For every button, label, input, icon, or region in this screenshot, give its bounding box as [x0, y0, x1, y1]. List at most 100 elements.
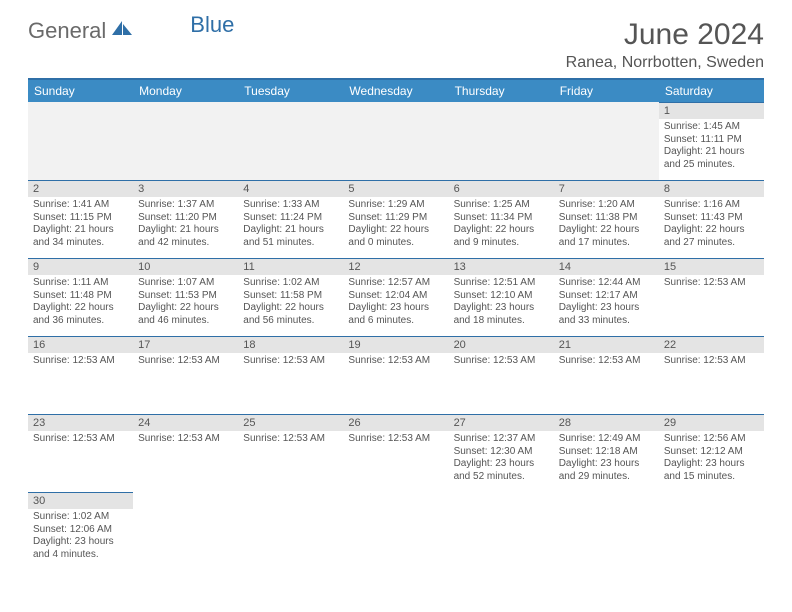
calendar-cell: [343, 102, 448, 180]
day-number: 24: [133, 414, 238, 431]
day-line: Daylight: 21 hours: [138, 224, 233, 237]
day-number: 4: [238, 180, 343, 197]
day-line: Daylight: 23 hours: [559, 458, 654, 471]
day-line: and 46 minutes.: [138, 315, 233, 328]
day-number: 23: [28, 414, 133, 431]
day-number: 25: [238, 414, 343, 431]
day-line: and 18 minutes.: [454, 315, 549, 328]
day-line: and 27 minutes.: [664, 237, 759, 250]
calendar-cell: [133, 102, 238, 180]
day-number: 5: [343, 180, 448, 197]
day-line: Sunrise: 1:16 AM: [664, 199, 759, 212]
day-details: Sunrise: 1:33 AMSunset: 11:24 PMDaylight…: [238, 197, 343, 251]
weekday-sat: Saturday: [659, 80, 764, 102]
day-line: Daylight: 21 hours: [243, 224, 338, 237]
calendar-cell: 17Sunrise: 12:53 AM: [133, 336, 238, 414]
day-details: Sunrise: 1:41 AMSunset: 11:15 PMDaylight…: [28, 197, 133, 251]
day-details: Sunrise: 1:20 AMSunset: 11:38 PMDaylight…: [554, 197, 659, 251]
day-line: Sunset: 12:17 AM: [559, 290, 654, 303]
day-line: and 15 minutes.: [664, 471, 759, 484]
day-details: Sunrise: 1:37 AMSunset: 11:20 PMDaylight…: [133, 197, 238, 251]
day-line: Sunrise: 1:37 AM: [138, 199, 233, 212]
calendar-cell: 4Sunrise: 1:33 AMSunset: 11:24 PMDayligh…: [238, 180, 343, 258]
day-details: Sunrise: 12:53 AM: [343, 353, 448, 370]
calendar-row: 2Sunrise: 1:41 AMSunset: 11:15 PMDayligh…: [28, 180, 764, 258]
day-details: Sunrise: 1:02 AMSunset: 11:58 PMDaylight…: [238, 275, 343, 329]
day-line: Sunset: 12:18 AM: [559, 446, 654, 459]
day-line: Sunset: 11:53 PM: [138, 290, 233, 303]
day-line: Sunset: 12:04 AM: [348, 290, 443, 303]
day-line: Sunrise: 12:53 AM: [664, 355, 759, 368]
day-line: Daylight: 22 hours: [559, 224, 654, 237]
day-line: Daylight: 21 hours: [33, 224, 128, 237]
day-line: Sunrise: 1:02 AM: [33, 511, 128, 524]
calendar-cell: 7Sunrise: 1:20 AMSunset: 11:38 PMDayligh…: [554, 180, 659, 258]
day-details: Sunrise: 12:49 AMSunset: 12:18 AMDayligh…: [554, 431, 659, 485]
logo-sail-icon: [110, 19, 134, 44]
day-line: Sunset: 11:58 PM: [243, 290, 338, 303]
calendar-cell: [238, 102, 343, 180]
page-subtitle: Ranea, Norrbotten, Sweden: [566, 54, 764, 72]
day-number: 30: [28, 492, 133, 509]
day-line: Sunrise: 12:53 AM: [348, 433, 443, 446]
calendar-cell: 16Sunrise: 12:53 AM: [28, 336, 133, 414]
logo-text-blue: Blue: [190, 12, 234, 38]
day-line: Sunrise: 1:29 AM: [348, 199, 443, 212]
day-number: 12: [343, 258, 448, 275]
calendar-row: 1Sunrise: 1:45 AMSunset: 11:11 PMDayligh…: [28, 102, 764, 180]
day-number: 14: [554, 258, 659, 275]
calendar-cell: 30Sunrise: 1:02 AMSunset: 12:06 AMDaylig…: [28, 492, 133, 570]
day-details: Sunrise: 1:45 AMSunset: 11:11 PMDaylight…: [659, 119, 764, 173]
day-line: Sunset: 11:34 PM: [454, 212, 549, 225]
day-line: Sunrise: 12:53 AM: [664, 277, 759, 290]
calendar-row: 30Sunrise: 1:02 AMSunset: 12:06 AMDaylig…: [28, 492, 764, 570]
calendar-cell: 8Sunrise: 1:16 AMSunset: 11:43 PMDayligh…: [659, 180, 764, 258]
day-line: and 17 minutes.: [559, 237, 654, 250]
day-line: Sunrise: 12:44 AM: [559, 277, 654, 290]
day-number: 3: [133, 180, 238, 197]
calendar-cell: 11Sunrise: 1:02 AMSunset: 11:58 PMDaylig…: [238, 258, 343, 336]
calendar-cell: 10Sunrise: 1:07 AMSunset: 11:53 PMDaylig…: [133, 258, 238, 336]
day-line: Sunrise: 1:20 AM: [559, 199, 654, 212]
day-number: 7: [554, 180, 659, 197]
day-line: Sunset: 11:38 PM: [559, 212, 654, 225]
day-line: and 51 minutes.: [243, 237, 338, 250]
day-number: 6: [449, 180, 554, 197]
weekday-thu: Thursday: [449, 80, 554, 102]
day-line: Daylight: 22 hours: [138, 302, 233, 315]
day-details: Sunrise: 12:53 AM: [28, 431, 133, 448]
header: General Blue June 2024 Ranea, Norrbotten…: [28, 18, 764, 72]
logo-text-general: General: [28, 18, 106, 44]
day-details: Sunrise: 12:53 AM: [238, 353, 343, 370]
weekday-wed: Wednesday: [343, 80, 448, 102]
day-line: Daylight: 23 hours: [454, 302, 549, 315]
day-details: Sunrise: 1:29 AMSunset: 11:29 PMDaylight…: [343, 197, 448, 251]
calendar-cell: [28, 102, 133, 180]
day-number: 13: [449, 258, 554, 275]
day-line: Sunset: 12:12 AM: [664, 446, 759, 459]
day-line: Daylight: 22 hours: [33, 302, 128, 315]
weekday-mon: Monday: [133, 80, 238, 102]
day-line: Daylight: 23 hours: [454, 458, 549, 471]
calendar-cell: [449, 102, 554, 180]
day-details: Sunrise: 1:11 AMSunset: 11:48 PMDaylight…: [28, 275, 133, 329]
day-line: Daylight: 22 hours: [243, 302, 338, 315]
weekday-fri: Friday: [554, 80, 659, 102]
calendar-cell: [659, 492, 764, 570]
day-line: and 36 minutes.: [33, 315, 128, 328]
day-line: Sunrise: 12:53 AM: [454, 355, 549, 368]
day-line: Daylight: 23 hours: [664, 458, 759, 471]
day-line: Sunrise: 12:53 AM: [33, 433, 128, 446]
day-line: and 29 minutes.: [559, 471, 654, 484]
day-number: 2: [28, 180, 133, 197]
logo: General Blue: [28, 18, 234, 44]
day-line: Sunrise: 12:53 AM: [138, 355, 233, 368]
calendar-cell: 19Sunrise: 12:53 AM: [343, 336, 448, 414]
day-details: Sunrise: 12:56 AMSunset: 12:12 AMDayligh…: [659, 431, 764, 485]
calendar-cell: 6Sunrise: 1:25 AMSunset: 11:34 PMDayligh…: [449, 180, 554, 258]
day-details: Sunrise: 12:53 AM: [659, 275, 764, 292]
day-line: Sunset: 11:11 PM: [664, 134, 759, 147]
day-details: Sunrise: 12:53 AM: [659, 353, 764, 370]
day-line: Sunrise: 1:02 AM: [243, 277, 338, 290]
calendar-row: 9Sunrise: 1:11 AMSunset: 11:48 PMDayligh…: [28, 258, 764, 336]
